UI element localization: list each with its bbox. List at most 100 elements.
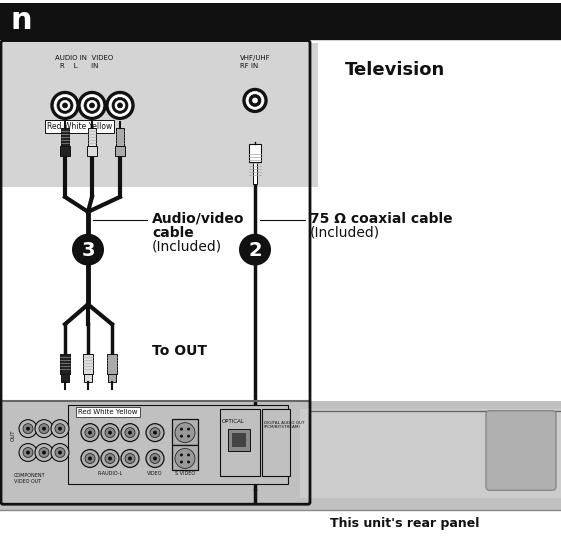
Text: (Included): (Included) xyxy=(152,240,222,253)
Circle shape xyxy=(109,94,131,116)
Circle shape xyxy=(150,453,160,463)
Circle shape xyxy=(243,88,267,112)
Text: 3: 3 xyxy=(81,241,95,259)
Bar xyxy=(0,3,561,39)
Circle shape xyxy=(180,428,183,431)
Circle shape xyxy=(35,420,53,438)
Text: Red White Yellow: Red White Yellow xyxy=(78,409,137,415)
Circle shape xyxy=(153,431,157,434)
Circle shape xyxy=(187,453,190,457)
Circle shape xyxy=(26,427,30,431)
Circle shape xyxy=(249,94,261,106)
Bar xyxy=(253,162,257,184)
Text: OPTICAL: OPTICAL xyxy=(222,419,245,423)
Circle shape xyxy=(58,451,62,455)
Bar xyxy=(232,433,246,446)
Bar xyxy=(220,409,260,476)
Bar xyxy=(300,409,561,498)
Circle shape xyxy=(51,420,69,438)
Bar xyxy=(249,144,261,162)
Bar xyxy=(262,409,290,476)
Circle shape xyxy=(60,100,70,111)
Bar xyxy=(68,405,288,485)
Circle shape xyxy=(88,431,92,434)
Circle shape xyxy=(125,453,135,463)
Circle shape xyxy=(252,98,257,103)
Circle shape xyxy=(19,444,37,462)
Circle shape xyxy=(35,444,53,462)
Bar xyxy=(60,354,70,374)
Text: COMPONENT
VIDEO OUT: COMPONENT VIDEO OUT xyxy=(14,474,45,484)
Circle shape xyxy=(108,457,112,461)
Circle shape xyxy=(115,100,125,111)
Circle shape xyxy=(121,423,139,441)
Text: VIDEO: VIDEO xyxy=(147,471,163,476)
Text: (Included): (Included) xyxy=(310,226,380,240)
Bar xyxy=(108,374,116,382)
Circle shape xyxy=(58,427,62,431)
Text: To OUT: To OUT xyxy=(152,344,207,358)
Circle shape xyxy=(108,431,112,434)
Circle shape xyxy=(57,98,73,113)
Circle shape xyxy=(150,428,160,438)
Text: S VIDEO: S VIDEO xyxy=(175,471,195,476)
Bar xyxy=(84,374,92,382)
Circle shape xyxy=(85,453,95,463)
Circle shape xyxy=(51,444,69,462)
Circle shape xyxy=(128,457,132,461)
Circle shape xyxy=(81,94,103,116)
Circle shape xyxy=(187,428,190,431)
Bar xyxy=(88,128,96,146)
Circle shape xyxy=(175,423,195,443)
Circle shape xyxy=(239,234,271,265)
Bar xyxy=(83,354,93,374)
Circle shape xyxy=(112,98,128,113)
Circle shape xyxy=(146,423,164,441)
Text: AUDIO IN  VIDEO: AUDIO IN VIDEO xyxy=(55,54,113,60)
Circle shape xyxy=(125,428,135,438)
Circle shape xyxy=(62,103,67,108)
Text: VHF/UHF: VHF/UHF xyxy=(240,54,271,60)
Circle shape xyxy=(39,447,49,457)
Circle shape xyxy=(85,428,95,438)
Text: cable: cable xyxy=(152,226,194,240)
Circle shape xyxy=(51,92,79,119)
Circle shape xyxy=(23,447,33,457)
Circle shape xyxy=(146,450,164,468)
Circle shape xyxy=(72,234,104,265)
Circle shape xyxy=(55,447,65,457)
Circle shape xyxy=(101,450,119,468)
Text: DIGITAL AUDIO OUT
(PCM/BITSTREAM): DIGITAL AUDIO OUT (PCM/BITSTREAM) xyxy=(264,421,305,429)
Bar xyxy=(61,128,69,146)
Circle shape xyxy=(180,435,183,438)
Circle shape xyxy=(19,420,37,438)
Text: Audio/video: Audio/video xyxy=(152,212,245,226)
Circle shape xyxy=(87,100,97,111)
Circle shape xyxy=(81,450,99,468)
Circle shape xyxy=(121,450,139,468)
Text: Television: Television xyxy=(345,60,445,78)
Bar xyxy=(60,146,70,156)
Bar xyxy=(228,428,250,451)
Circle shape xyxy=(175,449,195,468)
Circle shape xyxy=(42,427,46,431)
Text: This unit's rear panel: This unit's rear panel xyxy=(330,517,480,530)
Bar xyxy=(0,43,318,187)
Text: R-AUDIO-L: R-AUDIO-L xyxy=(98,471,123,476)
Circle shape xyxy=(246,92,264,110)
Circle shape xyxy=(81,423,99,441)
Circle shape xyxy=(84,98,100,113)
Circle shape xyxy=(117,103,122,108)
Circle shape xyxy=(128,431,132,434)
Text: RF IN: RF IN xyxy=(240,63,258,69)
Text: 75 Ω coaxial cable: 75 Ω coaxial cable xyxy=(310,212,453,226)
FancyBboxPatch shape xyxy=(486,411,556,490)
Circle shape xyxy=(39,423,49,434)
Circle shape xyxy=(105,428,115,438)
Bar xyxy=(0,401,561,510)
Text: n: n xyxy=(10,6,31,35)
Circle shape xyxy=(90,103,94,108)
Circle shape xyxy=(78,92,106,119)
Bar xyxy=(115,146,125,156)
Bar xyxy=(61,374,69,382)
